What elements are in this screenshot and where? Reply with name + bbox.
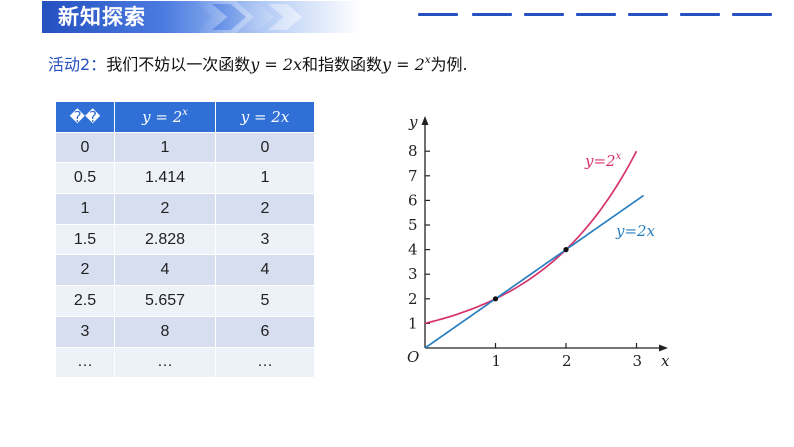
exp-exponent: x (424, 55, 431, 66)
cell-exponential: 2.828 (114, 224, 216, 256)
y-tick-label: 6 (408, 191, 418, 209)
table-row: 0.5 1.414 1 (56, 162, 315, 195)
cell-linear: 4 (215, 254, 315, 287)
cell-exponential: 2 (114, 193, 216, 225)
origin-label: O (407, 348, 419, 366)
cell-exponential: 5.657 (114, 285, 216, 317)
y-tick-label: 2 (408, 290, 418, 308)
table-row: 2.5 5.657 5 (56, 285, 315, 317)
cell-exponential: 4 (114, 254, 216, 287)
axes: x y O (407, 113, 670, 370)
cell-x: 2.5 (56, 285, 115, 317)
linear-curve-label: y=2x (615, 222, 656, 240)
y-tick-label: 5 (408, 216, 418, 234)
cell-linear: 0 (215, 132, 315, 164)
header-linear: y = 2x (215, 102, 315, 133)
cell-x: … (56, 347, 115, 379)
activity-intro: 我们不妨以一次函数 (106, 55, 251, 74)
header-banner (42, 1, 360, 33)
header-x: �� (56, 102, 115, 133)
exp-curve-label-base: y=2 (584, 152, 616, 170)
cell-linear: 3 (215, 224, 315, 256)
y-axis-label: y (408, 113, 418, 131)
y-tick-label: 7 (408, 167, 418, 185)
curves (424, 150, 645, 349)
decor-dash (524, 13, 564, 16)
y-tick-label: 3 (408, 265, 418, 283)
linear-function: y = 2x (250, 55, 303, 74)
x-axis-arrow (659, 344, 668, 352)
cell-exponential: 1.414 (114, 162, 216, 195)
y-tick-label: 1 (408, 314, 418, 332)
x-axis-label: x (661, 352, 670, 370)
exponential-curve (424, 150, 638, 325)
activity-mid: 和指数函数 (302, 55, 383, 74)
x-tick-label: 1 (492, 352, 502, 370)
page-title: 新知探索 (58, 5, 146, 29)
cell-linear: 2 (215, 193, 315, 225)
value-table: �� y = 2x y = 2x 0 1 0 0.5 1.414 1 1 2 2 1.5 2.828… (56, 102, 315, 379)
header-exponential: y = 2x (114, 102, 216, 133)
table-row: ……… (56, 347, 315, 379)
cell-x: 1.5 (56, 224, 115, 256)
exponential-function: y = 2x (382, 55, 430, 74)
exp-curve-label: y=2x (584, 151, 622, 170)
activity-line: 活动2：我们不妨以一次函数y = 2x和指数函数y = 2x为例. (48, 48, 468, 74)
decor-dash (472, 13, 512, 16)
y-tick-label: 8 (408, 142, 418, 160)
cell-linear: 1 (215, 162, 315, 195)
ticks: 1 2 3 1 2 3 4 5 6 7 8 (408, 142, 642, 370)
intersection-points (492, 247, 569, 302)
decor-dash (418, 13, 458, 16)
decor-dash (576, 13, 616, 16)
exp-curve-label-exp: x (616, 151, 622, 162)
cell-x: 2 (56, 254, 115, 287)
exp-base: y = 2 (382, 55, 425, 74)
cell-exponential: … (114, 347, 216, 379)
linear-line (424, 194, 645, 349)
table-body: 0 1 0 0.5 1.414 1 1 2 2 1.5 2.828 3 2 4 4 2.5 5.657 5 3 8 6…… (56, 132, 315, 379)
activity-outro: 为例. (430, 55, 468, 74)
cell-exponential: 1 (114, 132, 216, 164)
decor-dash (628, 13, 668, 16)
cell-x: 1 (56, 193, 115, 225)
intersection-point (563, 247, 569, 253)
table-header-row: �� y = 2x y = 2x (56, 102, 315, 133)
decor-dash (680, 13, 720, 16)
cell-x: 0.5 (56, 162, 115, 195)
curve-labels: y=2x y=2x (584, 151, 656, 240)
y-axis-arrow (421, 116, 429, 125)
cell-linear: … (215, 347, 315, 379)
x-tick-label: 3 (633, 352, 643, 370)
cell-x: 0 (56, 132, 115, 164)
activity-label: 活动2： (48, 55, 107, 74)
header-exp-exponent: x (182, 107, 188, 119)
cell-linear: 6 (215, 316, 315, 348)
table-row: 1.5 2.828 3 (56, 224, 315, 256)
y-tick-label: 4 (408, 241, 418, 259)
intersection-point (492, 296, 499, 302)
cell-exponential: 8 (114, 316, 216, 348)
x-tick-label: 2 (562, 352, 572, 370)
header-exp-base: y = 2 (142, 108, 183, 127)
cell-x: 3 (56, 316, 115, 348)
decor-dash (732, 13, 772, 16)
cell-linear: 5 (215, 285, 315, 317)
